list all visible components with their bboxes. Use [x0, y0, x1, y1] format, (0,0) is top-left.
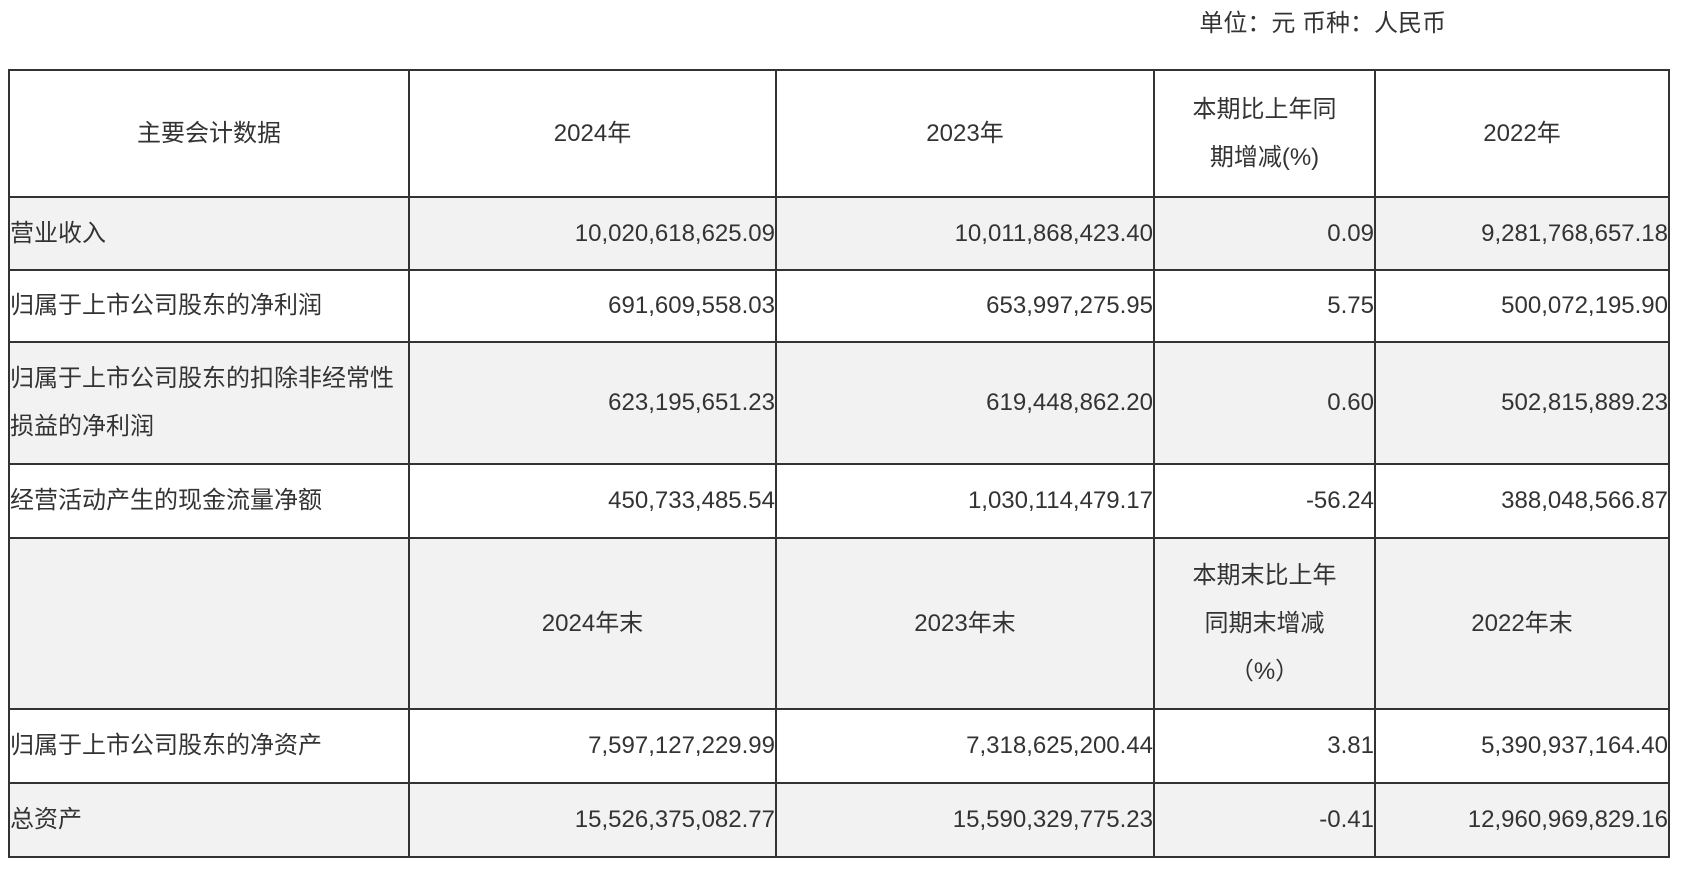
row-label: 归属于上市公司股东的净利润 [8, 269, 410, 343]
header-change-line1: 本期比上年同 [1192, 95, 1337, 123]
value-2022: 12,960,969,829.16 [1374, 782, 1670, 858]
table-row-total-assets: 总资产 15,526,375,082.77 15,590,329,775.23 … [8, 782, 1670, 858]
header-2023-end: 2023年末 [775, 537, 1155, 710]
header-metric: 主要会计数据 [8, 69, 410, 198]
value-2024: 691,609,558.03 [408, 269, 777, 343]
value-change-pct: 0.60 [1153, 341, 1376, 465]
value-2024: 10,020,618,625.09 [408, 196, 777, 271]
table-row-net-profit: 归属于上市公司股东的净利润 691,609,558.03 653,997,275… [8, 269, 1670, 343]
header-2024: 2024年 [408, 69, 777, 198]
header-change-end-line3: （%） [1229, 657, 1300, 685]
header-2024-end: 2024年末 [408, 537, 777, 710]
table-header-row-end-of-period: 2024年末 2023年末 本期末比上年 同期末增减 （%） 2022年末 [8, 537, 1670, 710]
row-label: 总资产 [8, 782, 410, 858]
value-2024: 15,526,375,082.77 [408, 782, 777, 858]
header-2023: 2023年 [775, 69, 1155, 198]
header-change-end-pct: 本期末比上年 同期末增减 （%） [1153, 537, 1376, 710]
table-row-net-assets: 归属于上市公司股东的净资产 7,597,127,229.99 7,318,625… [8, 708, 1670, 784]
value-change-pct: 5.75 [1153, 269, 1376, 343]
value-2022: 388,048,566.87 [1374, 463, 1670, 539]
header-change-line2: 期增减(%) [1209, 143, 1320, 171]
header-change-end-line2: 同期末增减 [1204, 609, 1325, 637]
value-2022: 5,390,937,164.40 [1374, 708, 1670, 784]
value-2024: 623,195,651.23 [408, 341, 777, 465]
value-2023: 653,997,275.95 [775, 269, 1155, 343]
row-label: 归属于上市公司股东的扣除非经常性损益的净利润 [8, 341, 410, 465]
value-2023: 7,318,625,200.44 [775, 708, 1155, 784]
value-2023: 15,590,329,775.23 [775, 782, 1155, 858]
value-2022: 502,815,889.23 [1374, 341, 1670, 465]
value-change-pct: -0.41 [1153, 782, 1376, 858]
value-2023: 1,030,114,479.17 [775, 463, 1155, 539]
value-2023: 10,011,868,423.40 [775, 196, 1155, 271]
value-2024: 450,733,485.54 [408, 463, 777, 539]
row-label: 营业收入 [8, 196, 410, 271]
key-accounting-data-table: 主要会计数据 2024年 2023年 本期比上年同 期增减(%) 2022年 营… [8, 69, 1670, 858]
header-change-end-line1: 本期末比上年 [1192, 561, 1337, 589]
header-2022: 2022年 [1374, 69, 1670, 198]
row-label: 经营活动产生的现金流量净额 [8, 463, 410, 539]
header-change-pct: 本期比上年同 期增减(%) [1153, 69, 1376, 198]
unit-currency-note: 单位：元 币种：人民币 [1199, 10, 1446, 37]
value-change-pct: 0.09 [1153, 196, 1376, 271]
row-label: 归属于上市公司股东的净资产 [8, 708, 410, 784]
value-2022: 9,281,768,657.18 [1374, 196, 1670, 271]
value-2022: 500,072,195.90 [1374, 269, 1670, 343]
table-header-row-annual: 主要会计数据 2024年 2023年 本期比上年同 期增减(%) 2022年 [8, 69, 1670, 198]
header-metric-empty [8, 537, 410, 710]
header-2022-end: 2022年末 [1374, 537, 1670, 710]
table-row-operating-cash-flow: 经营活动产生的现金流量净额 450,733,485.54 1,030,114,4… [8, 463, 1670, 539]
value-change-pct: -56.24 [1153, 463, 1376, 539]
value-2023: 619,448,862.20 [775, 341, 1155, 465]
value-change-pct: 3.81 [1153, 708, 1376, 784]
table-row-net-profit-excl-nonrecurring: 归属于上市公司股东的扣除非经常性损益的净利润 623,195,651.23 61… [8, 341, 1670, 465]
table-row-operating-revenue: 营业收入 10,020,618,625.09 10,011,868,423.40… [8, 196, 1670, 271]
value-2024: 7,597,127,229.99 [408, 708, 777, 784]
